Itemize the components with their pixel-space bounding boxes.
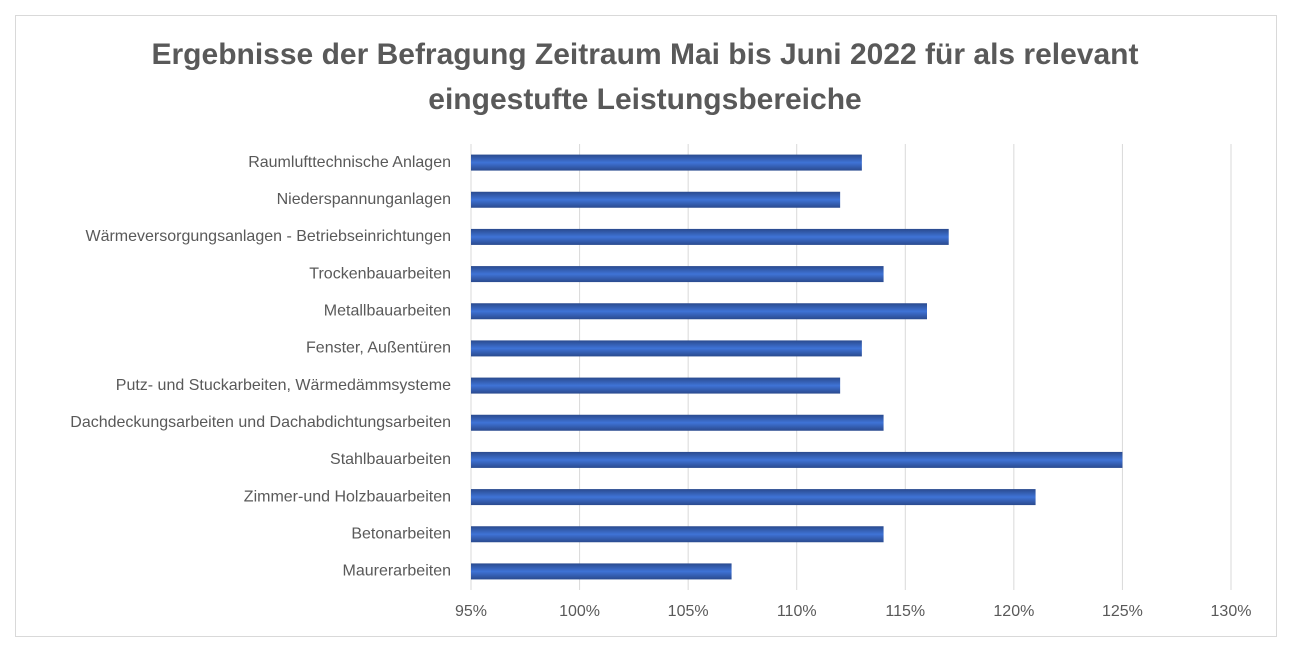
y-tick-label: Betonarbeiten (351, 525, 451, 542)
bar (471, 154, 862, 171)
bar (471, 377, 841, 394)
y-tick-label: Wärmeversorgungsanlagen - Betriebseinric… (85, 228, 451, 245)
y-tick-label: Trockenbauarbeiten (309, 265, 451, 282)
bar (471, 451, 1123, 468)
bar (471, 266, 884, 283)
y-tick-label: Dachdeckungsarbeiten und Dachabdichtungs… (70, 414, 451, 431)
bar (471, 340, 862, 357)
bar (471, 228, 949, 245)
y-tick-label: Zimmer-und Holzbauarbeiten (244, 488, 451, 505)
chart-title: Ergebnisse der Befragung Zeitraum Mai bi… (151, 38, 1139, 116)
x-tick-label: 120% (993, 603, 1034, 620)
x-tick-label: 110% (777, 603, 817, 620)
y-tick-label: Raumlufttechnische Anlagen (248, 154, 451, 171)
x-tick-label: 100% (559, 603, 600, 620)
y-tick-label: Maurerarbeiten (343, 563, 452, 580)
y-tick-label: Fenster, Außentüren (306, 340, 451, 357)
bar (471, 303, 927, 320)
x-tick-label: 105% (668, 603, 709, 620)
y-tick-label: Putz- und Stuckarbeiten, Wärmedämmsystem… (116, 377, 451, 394)
y-tick-label: Niederspannunganlagen (277, 191, 451, 208)
x-tick-label: 130% (1211, 603, 1252, 620)
y-tick-label: Metallbauarbeiten (324, 302, 451, 319)
y-tick-label: Stahlbauarbeiten (330, 451, 451, 468)
x-tick-label: 115% (885, 603, 925, 620)
bar (471, 489, 1036, 506)
bar (471, 414, 884, 431)
bar (471, 563, 732, 580)
x-tick-label: 125% (1102, 603, 1143, 620)
x-tick-label: 95% (455, 603, 487, 620)
bar (471, 191, 841, 208)
bar (471, 526, 884, 543)
